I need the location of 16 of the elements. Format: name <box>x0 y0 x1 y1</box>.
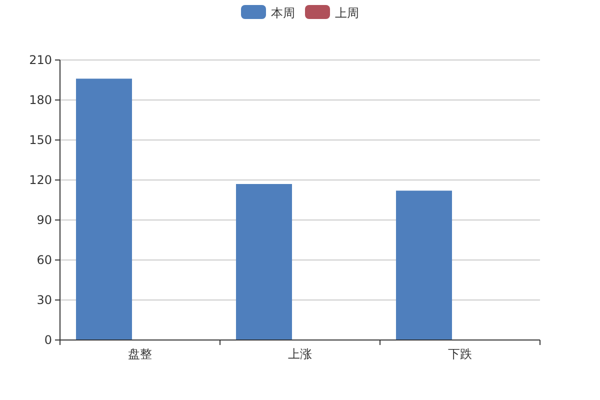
legend-label: 本周 <box>271 6 295 20</box>
y-tick-label: 150 <box>29 133 52 147</box>
y-tick-label: 0 <box>44 333 52 347</box>
y-tick-label: 90 <box>36 213 52 227</box>
x-tick-label: 盘整 <box>128 347 152 361</box>
bar <box>76 78 132 340</box>
legend-label: 上周 <box>335 6 359 20</box>
y-tick-label: 120 <box>29 173 52 187</box>
x-tick-label: 下跌 <box>448 347 472 361</box>
y-tick-label: 210 <box>29 53 52 67</box>
x-tick-label: 上涨 <box>288 347 312 361</box>
y-tick-label: 30 <box>36 293 52 307</box>
bar <box>236 184 292 340</box>
y-tick-label: 60 <box>36 253 52 267</box>
bar <box>396 190 452 340</box>
y-tick-label: 180 <box>29 93 52 107</box>
